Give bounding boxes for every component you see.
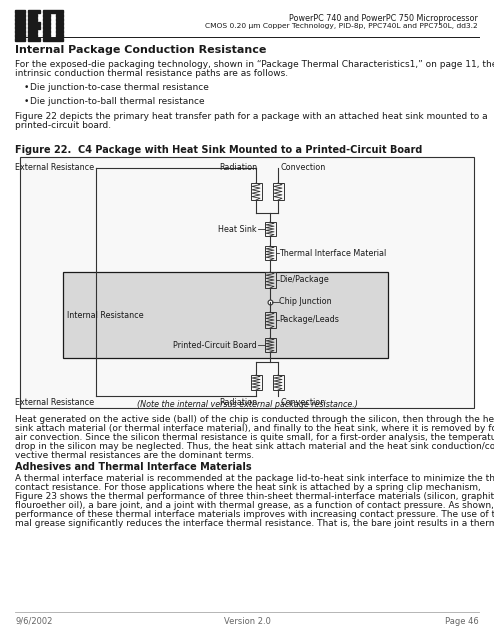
Text: Heat Sink: Heat Sink — [218, 225, 257, 234]
Text: Adhesives and Thermal Interface Materials: Adhesives and Thermal Interface Material… — [15, 462, 251, 472]
Text: Page 46: Page 46 — [445, 617, 479, 626]
Text: Figure 22.  C4 Package with Heat Sink Mounted to a Printed-Circuit Board: Figure 22. C4 Package with Heat Sink Mou… — [15, 145, 422, 155]
Bar — [15, 18, 25, 20]
Bar — [15, 14, 25, 17]
Text: Version 2.0: Version 2.0 — [224, 617, 270, 626]
Bar — [28, 26, 40, 29]
Text: printed-circuit board.: printed-circuit board. — [15, 121, 111, 130]
Text: External Resistance: External Resistance — [15, 398, 94, 407]
Text: intrinsic conduction thermal resistance paths are as follows.: intrinsic conduction thermal resistance … — [15, 69, 288, 78]
Text: vective thermal resistances are the dominant terms.: vective thermal resistances are the domi… — [15, 451, 254, 460]
Bar — [28, 22, 40, 24]
Bar — [28, 14, 37, 17]
Text: contact resistance. For those applications where the heat sink is attached by a : contact resistance. For those applicatio… — [15, 483, 481, 492]
Bar — [56, 30, 63, 33]
Bar — [63, 272, 388, 358]
Text: Die junction-to-ball thermal resistance: Die junction-to-ball thermal resistance — [30, 97, 205, 106]
Bar — [43, 10, 63, 13]
Bar — [28, 10, 40, 13]
Text: PowerPC 740 and PowerPC 750 Microprocessor: PowerPC 740 and PowerPC 750 Microprocess… — [289, 14, 478, 23]
Bar — [273, 183, 284, 200]
Bar — [43, 26, 50, 29]
Bar — [43, 14, 50, 17]
Bar — [15, 22, 25, 24]
Text: drop in the silicon may be neglected. Thus, the heat sink attach material and th: drop in the silicon may be neglected. Th… — [15, 442, 494, 451]
Bar — [43, 18, 50, 20]
Bar — [28, 30, 37, 33]
Text: performance of these thermal interface materials improves with increasing contac: performance of these thermal interface m… — [15, 510, 494, 519]
Text: Radiation: Radiation — [219, 163, 257, 172]
Bar — [250, 375, 261, 390]
Bar — [250, 183, 261, 200]
Bar — [28, 18, 37, 20]
Bar — [28, 34, 37, 36]
Bar — [43, 34, 50, 36]
Bar — [56, 22, 63, 24]
Text: A thermal interface material is recommended at the package lid-to-heat sink inte: A thermal interface material is recommen… — [15, 474, 494, 483]
Text: For the exposed-die packaging technology, shown in “Package Thermal Characterist: For the exposed-die packaging technology… — [15, 60, 494, 69]
Text: Figure 23 shows the thermal performance of three thin-sheet thermal-interface ma: Figure 23 shows the thermal performance … — [15, 492, 494, 501]
Text: Package/Leads: Package/Leads — [279, 316, 339, 324]
Text: Printed-Circuit Board: Printed-Circuit Board — [173, 340, 257, 349]
Bar — [264, 338, 276, 352]
Text: flouroether oil), a bare joint, and a joint with thermal grease, as a function o: flouroether oil), a bare joint, and a jo… — [15, 501, 494, 510]
Bar — [15, 26, 25, 29]
Bar — [264, 246, 276, 260]
Text: Die/Package: Die/Package — [279, 275, 329, 285]
Bar — [15, 10, 25, 13]
Bar — [15, 34, 25, 36]
Text: Die junction-to-case thermal resistance: Die junction-to-case thermal resistance — [30, 83, 209, 92]
Bar — [43, 38, 63, 40]
Bar — [56, 26, 63, 29]
Text: (Note the internal versus external package resistance.): (Note the internal versus external packa… — [136, 400, 358, 409]
Text: Internal Resistance: Internal Resistance — [67, 310, 144, 319]
Bar — [264, 272, 276, 288]
Text: Convection: Convection — [280, 163, 325, 172]
Text: Internal Package Conduction Resistance: Internal Package Conduction Resistance — [15, 45, 266, 55]
Bar — [15, 38, 25, 40]
Bar — [15, 30, 25, 33]
Text: sink attach material (or thermal interface material), and finally to the heat si: sink attach material (or thermal interfa… — [15, 424, 494, 433]
Text: Heat generated on the active side (ball) of the chip is conducted through the si: Heat generated on the active side (ball)… — [15, 415, 494, 424]
Bar — [56, 34, 63, 36]
Bar — [273, 375, 284, 390]
Text: 9/6/2002: 9/6/2002 — [15, 617, 52, 626]
Text: air convection. Since the silicon thermal resistance is quite small, for a first: air convection. Since the silicon therma… — [15, 433, 494, 442]
Text: CMOS 0.20 μm Copper Technology, PID-8p, PPC740L and PPC750L, dd3.2: CMOS 0.20 μm Copper Technology, PID-8p, … — [205, 23, 478, 29]
Text: External Resistance: External Resistance — [15, 163, 94, 172]
Bar — [43, 22, 50, 24]
Bar — [264, 222, 276, 236]
Text: •: • — [24, 83, 29, 92]
Text: Thermal Interface Material: Thermal Interface Material — [279, 248, 386, 257]
Text: Radiation: Radiation — [219, 398, 257, 407]
Text: Figure 22 depicts the primary heat transfer path for a package with an attached : Figure 22 depicts the primary heat trans… — [15, 112, 488, 121]
Text: mal grease significantly reduces the interface thermal resistance. That is, the : mal grease significantly reduces the int… — [15, 519, 494, 528]
Bar — [43, 30, 50, 33]
Bar — [264, 312, 276, 328]
Text: Convection: Convection — [280, 398, 325, 407]
Text: •: • — [24, 97, 29, 106]
Text: Chip Junction: Chip Junction — [279, 298, 331, 307]
Bar — [20, 157, 474, 408]
Bar — [28, 38, 40, 40]
Bar — [56, 14, 63, 17]
Bar — [56, 18, 63, 20]
